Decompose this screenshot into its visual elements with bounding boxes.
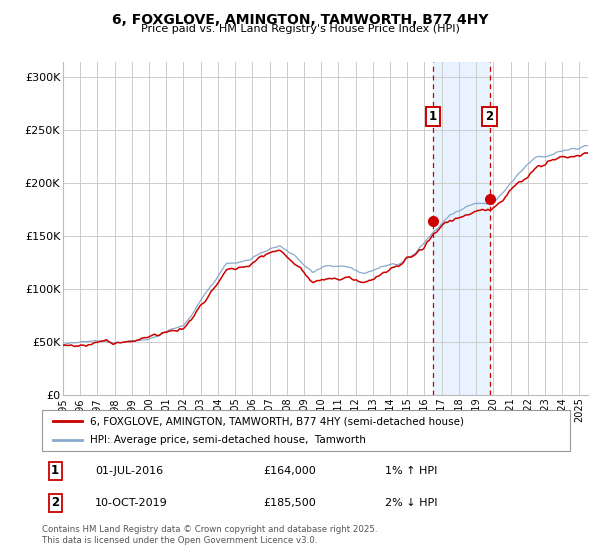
Text: Contains HM Land Registry data © Crown copyright and database right 2025.
This d: Contains HM Land Registry data © Crown c… [42,525,377,545]
Text: £164,000: £164,000 [264,466,317,476]
Text: £185,500: £185,500 [264,498,317,508]
Text: 01-JUL-2016: 01-JUL-2016 [95,466,163,476]
FancyBboxPatch shape [42,410,570,451]
Text: 6, FOXGLOVE, AMINGTON, TAMWORTH, B77 4HY (semi-detached house): 6, FOXGLOVE, AMINGTON, TAMWORTH, B77 4HY… [89,417,464,426]
Text: 1% ↑ HPI: 1% ↑ HPI [385,466,437,476]
Text: 2: 2 [485,110,494,123]
Text: 1: 1 [429,110,437,123]
Text: 6, FOXGLOVE, AMINGTON, TAMWORTH, B77 4HY: 6, FOXGLOVE, AMINGTON, TAMWORTH, B77 4HY [112,13,488,27]
Bar [433,62,490,395]
Text: 2% ↓ HPI: 2% ↓ HPI [385,498,438,508]
Text: 2: 2 [51,496,59,510]
Text: 10-OCT-2019: 10-OCT-2019 [95,498,167,508]
Text: Price paid vs. HM Land Registry's House Price Index (HPI): Price paid vs. HM Land Registry's House … [140,24,460,34]
Text: HPI: Average price, semi-detached house,  Tamworth: HPI: Average price, semi-detached house,… [89,435,365,445]
Text: 1: 1 [51,464,59,477]
